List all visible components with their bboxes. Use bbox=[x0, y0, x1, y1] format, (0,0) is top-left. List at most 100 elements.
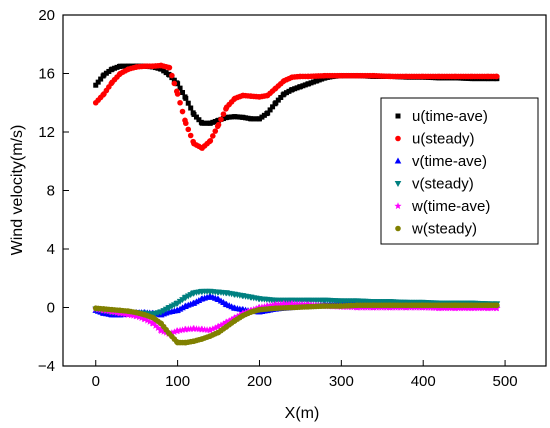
data-point bbox=[265, 110, 271, 116]
data-point bbox=[223, 318, 231, 326]
data-point bbox=[182, 120, 189, 127]
data-point bbox=[219, 320, 228, 327]
data-point bbox=[278, 94, 284, 100]
data-point bbox=[166, 64, 173, 71]
data-point bbox=[218, 116, 224, 123]
y-tick-label: 0 bbox=[47, 300, 55, 317]
data-point bbox=[169, 72, 175, 79]
legend-item: w(time-ave) bbox=[394, 198, 490, 215]
data-point bbox=[171, 77, 177, 83]
x-tick-label: 200 bbox=[247, 373, 272, 390]
y-tick-label: 4 bbox=[47, 241, 55, 258]
data-point bbox=[210, 133, 216, 139]
x-axis-title: X(m) bbox=[285, 405, 320, 422]
data-point bbox=[214, 322, 223, 330]
data-point bbox=[231, 313, 239, 321]
x-tick-label: 400 bbox=[411, 373, 436, 390]
data-point bbox=[209, 325, 217, 333]
data-point bbox=[260, 302, 268, 310]
y-tick-label: −4 bbox=[38, 358, 55, 375]
data-point bbox=[133, 312, 141, 320]
data-point bbox=[211, 324, 219, 332]
data-point bbox=[267, 107, 273, 113]
legend-item: u(time-ave) bbox=[395, 108, 488, 125]
data-point bbox=[182, 325, 190, 333]
data-point bbox=[277, 300, 285, 308]
data-point bbox=[178, 326, 187, 334]
data-point bbox=[170, 328, 178, 336]
data-point bbox=[273, 100, 279, 106]
data-point bbox=[183, 95, 189, 101]
data-point bbox=[176, 326, 184, 334]
data-point bbox=[185, 126, 192, 133]
legend-entries: u(time-ave) u(steady) v(time-ave) v(steady)… bbox=[394, 108, 490, 238]
data-point bbox=[149, 319, 157, 327]
series-u(steady) bbox=[92, 62, 500, 151]
data-point bbox=[266, 301, 274, 309]
legend-label: u(steady) bbox=[412, 131, 475, 148]
data-point bbox=[154, 324, 162, 332]
data-point bbox=[146, 318, 154, 325]
legend-label: w(time-ave) bbox=[411, 198, 490, 215]
data-point bbox=[212, 128, 219, 134]
legend-label: v(steady) bbox=[412, 176, 474, 193]
data-point bbox=[95, 79, 101, 85]
legend-marker bbox=[394, 181, 402, 187]
x-tick-label: 0 bbox=[92, 373, 100, 390]
data-point bbox=[141, 315, 149, 323]
y-tick-label: 12 bbox=[38, 124, 55, 141]
legend-marker bbox=[395, 225, 401, 232]
legend-item: v(time-ave) bbox=[394, 153, 487, 170]
legend-label: v(time-ave) bbox=[412, 153, 487, 170]
data-marks bbox=[92, 62, 501, 346]
data-point bbox=[160, 327, 168, 335]
data-point bbox=[175, 81, 181, 87]
data-point bbox=[187, 325, 195, 333]
legend-item: u(steady) bbox=[395, 131, 475, 148]
data-point bbox=[180, 90, 186, 96]
data-point bbox=[217, 321, 225, 329]
legend-marker bbox=[394, 157, 402, 164]
data-point bbox=[187, 132, 194, 139]
data-point bbox=[135, 313, 143, 321]
legend-item: v(steady) bbox=[394, 176, 474, 193]
legend-box bbox=[380, 97, 539, 245]
data-point bbox=[233, 312, 241, 320]
data-point bbox=[179, 108, 186, 115]
legend-label: w(steady) bbox=[411, 221, 477, 238]
data-point bbox=[177, 85, 183, 91]
data-point bbox=[191, 111, 197, 117]
series-w(steady) bbox=[92, 302, 500, 346]
data-point bbox=[174, 327, 182, 334]
data-point bbox=[151, 321, 160, 329]
data-point bbox=[272, 300, 280, 308]
y-tick-label: 20 bbox=[38, 7, 55, 24]
data-point bbox=[275, 97, 281, 103]
data-point bbox=[215, 121, 222, 128]
axis-ticks: 0 100 200 300 400 500 −4 0 4 8 12 16 20 bbox=[38, 7, 518, 390]
data-point bbox=[207, 137, 214, 144]
x-tick-label: 300 bbox=[329, 373, 354, 390]
data-point bbox=[264, 302, 272, 310]
y-tick-label: 16 bbox=[38, 66, 55, 83]
y-tick-label: 8 bbox=[47, 183, 55, 200]
data-point bbox=[157, 327, 165, 334]
legend-label: u(time-ave) bbox=[412, 108, 488, 125]
legend: u(time-ave) u(steady) v(time-ave) v(steady)… bbox=[380, 97, 539, 245]
data-point bbox=[98, 76, 104, 82]
x-tick-label: 500 bbox=[493, 373, 518, 390]
data-point bbox=[225, 317, 233, 324]
x-tick-label: 100 bbox=[165, 373, 190, 390]
data-point bbox=[93, 82, 99, 88]
data-point bbox=[171, 80, 178, 87]
data-point bbox=[184, 325, 192, 333]
data-point bbox=[193, 114, 199, 120]
data-point bbox=[185, 100, 191, 106]
data-point bbox=[228, 315, 236, 323]
data-point bbox=[268, 301, 277, 309]
data-point bbox=[143, 316, 151, 324]
legend-marker bbox=[394, 202, 402, 210]
data-point bbox=[270, 104, 276, 110]
data-point bbox=[196, 117, 202, 123]
